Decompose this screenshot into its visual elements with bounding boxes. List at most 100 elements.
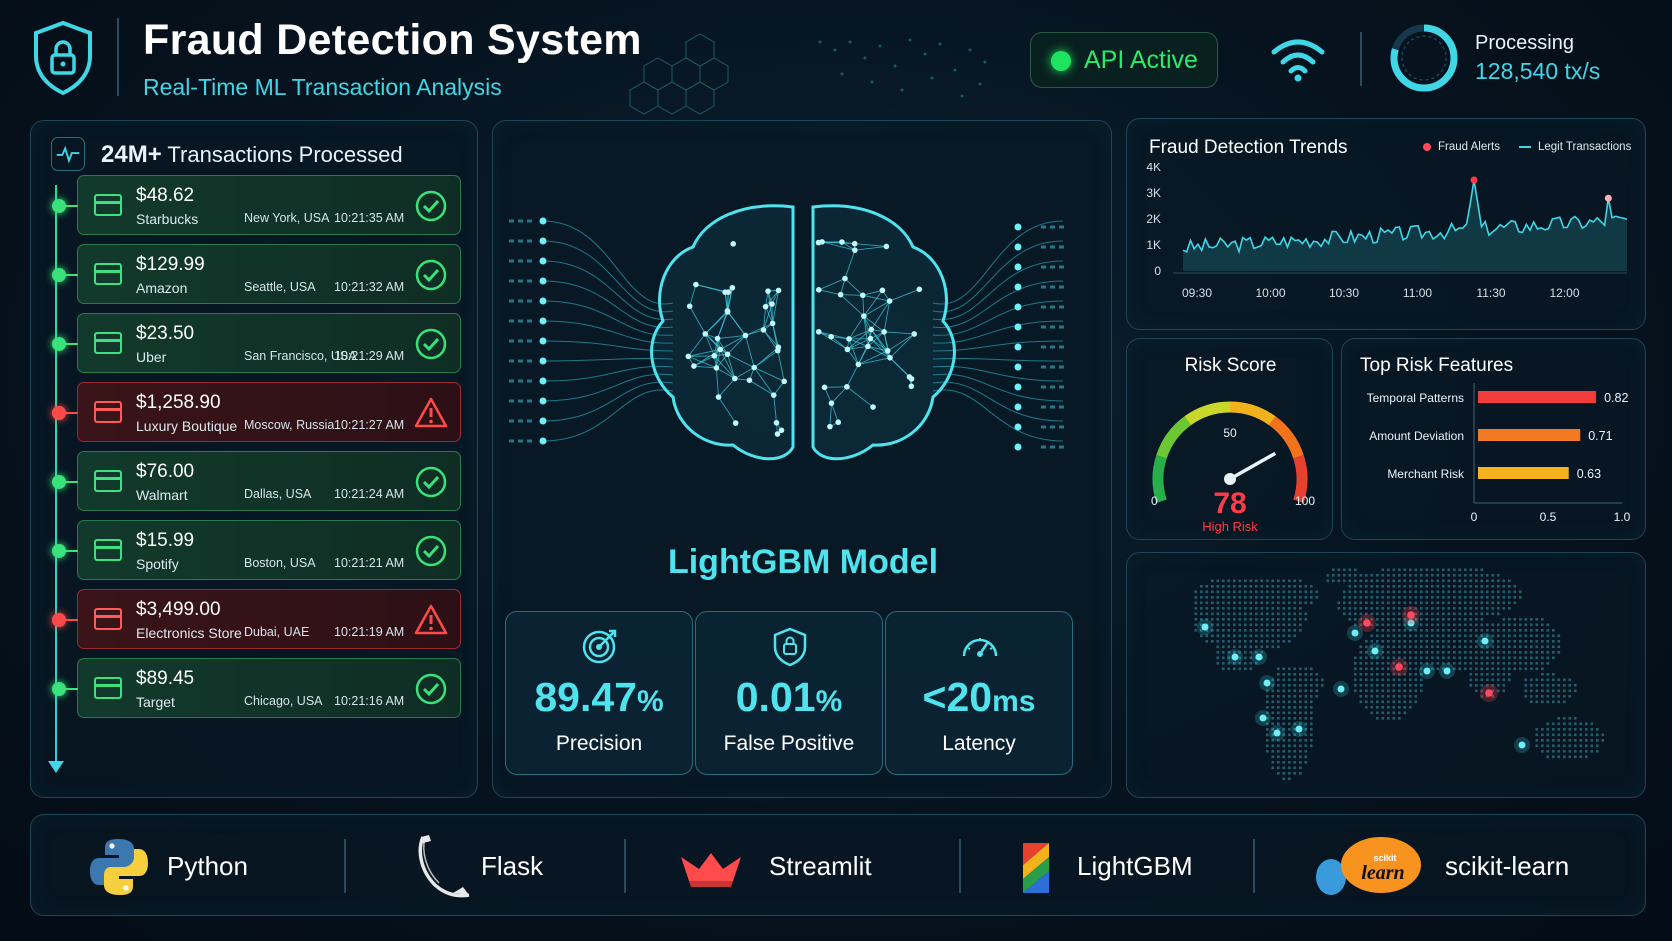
- neural-link: [754, 367, 785, 382]
- fraud-location-marker: [1363, 619, 1371, 627]
- map-dot: [1282, 607, 1286, 610]
- neural-link: [848, 329, 872, 340]
- neuron-node: [775, 344, 782, 351]
- map-dot: [1304, 706, 1308, 709]
- map-dot: [1513, 590, 1517, 594]
- neuron-node: [762, 303, 769, 310]
- map-dot: [1535, 728, 1539, 731]
- map-dot: [1348, 590, 1352, 594]
- map-dot: [1271, 700, 1275, 704]
- map-dot: [1299, 596, 1302, 599]
- map-dot: [1310, 739, 1313, 742]
- map-dot: [1299, 733, 1302, 737]
- map-dot: [1464, 596, 1467, 599]
- map-dot: [1502, 596, 1506, 599]
- map-dot: [1442, 607, 1445, 610]
- transaction-row[interactable]: $129.99 Amazon Seattle, USA 10:21:32 AM: [52, 244, 461, 304]
- map-dot: [1376, 656, 1379, 660]
- map-dot: [1260, 623, 1264, 627]
- map-dot: [1271, 585, 1275, 588]
- neural-link: [745, 335, 755, 368]
- transaction-row[interactable]: $48.62 Starbucks New York, USA 10:21:35 AM: [52, 175, 461, 235]
- transaction-row[interactable]: $3,499.00 Electronics Store Dubai, UAE 10:2…: [52, 589, 461, 649]
- map-dot: [1359, 645, 1363, 649]
- map-dot: [1255, 651, 1258, 654]
- map-dot: [1266, 722, 1269, 726]
- map-dot: [1282, 585, 1286, 588]
- map-dot: [1387, 651, 1390, 654]
- map-dot: [1271, 596, 1275, 599]
- neural-link: [753, 367, 775, 396]
- map-dot: [1365, 656, 1368, 660]
- neural-wire: [932, 220, 1064, 305]
- map-dot: [1431, 596, 1434, 599]
- map-dot: [1541, 651, 1544, 654]
- transaction-row[interactable]: $1,258.90 Luxury Boutique Moscow, Russia 10…: [52, 382, 461, 442]
- map-dot: [1266, 728, 1269, 731]
- transaction-merchant: Electronics Store: [136, 625, 242, 641]
- map-dot: [1249, 667, 1253, 671]
- map-dot: [1288, 673, 1291, 676]
- transaction-row[interactable]: $89.45 Target Chicago, USA 10:21:16 AM: [52, 658, 461, 718]
- map-dot: [1277, 607, 1280, 610]
- map-dot: [1359, 601, 1363, 605]
- map-dot: [1414, 667, 1418, 671]
- map-dot: [1546, 684, 1550, 687]
- transaction-merchant: Uber: [136, 349, 167, 365]
- neural-link: [831, 386, 848, 404]
- transaction-row[interactable]: $76.00 Walmart Dallas, USA 10:21:24 AM: [52, 451, 461, 511]
- map-dot: [1568, 750, 1572, 753]
- map-dot: [1447, 601, 1451, 605]
- neural-wire: [542, 340, 674, 352]
- map-dot: [1299, 684, 1302, 687]
- map-dot: [1469, 629, 1473, 632]
- map-dot: [1398, 678, 1401, 682]
- map-dot: [1491, 590, 1495, 594]
- data-bit: [1050, 425, 1055, 429]
- map-dot: [1491, 645, 1495, 649]
- map-dot: [1398, 634, 1401, 638]
- output-node: [1014, 283, 1022, 291]
- map-dot: [1227, 623, 1231, 627]
- map-dot: [1524, 645, 1528, 649]
- map-dot: [1348, 601, 1352, 605]
- neural-link: [773, 395, 777, 423]
- map-dot: [1222, 612, 1225, 616]
- map-dot: [1216, 590, 1220, 594]
- page-title: Fraud Detection System: [143, 16, 642, 64]
- map-dot: [1337, 574, 1341, 577]
- map-dot: [1524, 634, 1528, 638]
- map-dot: [1387, 623, 1390, 627]
- data-bit: [527, 319, 532, 323]
- map-dot: [1255, 618, 1258, 621]
- map-dot: [1486, 596, 1489, 599]
- transaction-row[interactable]: $15.99 Spotify Boston, USA 10:21:21 AM: [52, 520, 461, 580]
- map-dot: [1425, 612, 1429, 616]
- map-dot: [1535, 656, 1539, 660]
- map-dot: [1403, 695, 1407, 698]
- map-dot: [1310, 673, 1313, 676]
- map-dot: [1370, 574, 1374, 577]
- map-dot: [1552, 689, 1555, 693]
- map-dot: [1304, 700, 1308, 704]
- map-dot: [1293, 761, 1297, 764]
- transaction-row[interactable]: $23.50 Uber San Francisco, USA 10:21:29 AM: [52, 313, 461, 373]
- map-dot: [1293, 728, 1297, 731]
- neural-link: [818, 331, 850, 340]
- map-dot: [1519, 651, 1522, 654]
- map-dot: [1387, 689, 1390, 693]
- map-dot: [1365, 673, 1368, 676]
- map-dot: [1464, 601, 1467, 605]
- map-dot: [1381, 695, 1385, 698]
- data-bit: [518, 219, 523, 223]
- map-dot: [1260, 601, 1264, 605]
- data-bit: [1041, 305, 1046, 309]
- map-dot: [1469, 684, 1473, 687]
- svg-text:scikit: scikit: [1373, 853, 1396, 863]
- neural-link: [718, 396, 737, 424]
- map-dot: [1414, 656, 1418, 660]
- map-dot: [1255, 585, 1258, 588]
- map-dot: [1458, 645, 1462, 649]
- map-dot: [1359, 673, 1363, 676]
